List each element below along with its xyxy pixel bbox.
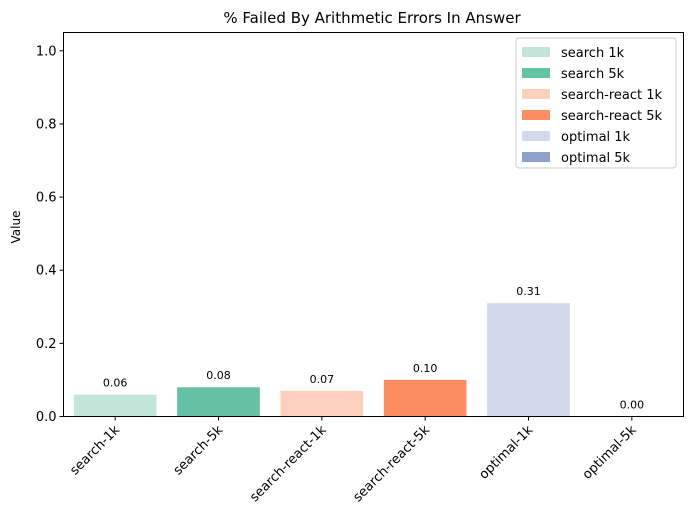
legend-swatch — [522, 89, 550, 99]
y-tick-label: 0.0 — [36, 410, 57, 425]
legend-swatch — [522, 131, 550, 141]
y-tick-label: 0.2 — [36, 337, 57, 352]
y-tick-label: 0.6 — [36, 191, 57, 206]
y-tick-label: 0.8 — [36, 117, 57, 132]
legend-swatch — [522, 68, 550, 78]
bar-optimal-1k — [487, 303, 570, 417]
data-label-search-5k: 0.08 — [206, 369, 231, 382]
legend-entry: optimal 1k — [561, 130, 631, 145]
bars-layer — [73, 303, 570, 417]
bar-search-react-5k — [383, 379, 467, 417]
legend-swatch — [522, 110, 550, 120]
data-label-optimal-1k: 0.31 — [516, 285, 541, 298]
x-axis-ticks: search-1k search-5k search-react-1k search-… — [67, 416, 640, 505]
legend-swatch — [522, 47, 550, 57]
x-tick-label: optimal-5k — [580, 422, 640, 482]
legend: search 1k search 5k search-react 1k search-… — [515, 37, 677, 169]
bar-search-5k — [177, 387, 260, 417]
y-tick-label: 1.0 — [36, 44, 57, 59]
y-tick-label: 0.4 — [36, 264, 57, 279]
bar-search-1k — [73, 394, 157, 417]
x-tick-label: search-react-1k — [247, 422, 330, 505]
bar-search-react-1k — [280, 390, 364, 417]
x-tick-label: optimal-1k — [476, 422, 536, 482]
x-tick-label: search-react-5k — [351, 422, 434, 505]
data-label-search-react-1k: 0.07 — [310, 373, 335, 386]
data-labels-layer: 0.06 0.08 0.07 0.10 0.31 0.00 — [103, 285, 644, 411]
x-tick-label: search-5k — [171, 422, 227, 478]
legend-entry: search-react 1k — [561, 88, 663, 103]
legend-entry: search 1k — [561, 46, 625, 61]
legend-box — [515, 37, 677, 169]
legend-entry: optimal 5k — [561, 151, 631, 166]
data-label-search-react-5k: 0.10 — [413, 362, 438, 375]
data-label-optimal-5k: 0.00 — [620, 399, 645, 412]
x-tick-label: search-1k — [67, 422, 123, 478]
legend-swatch — [522, 152, 550, 162]
plot-frame — [63, 32, 684, 417]
legend-entry: search-react 5k — [561, 109, 663, 124]
data-label-search-1k: 0.06 — [103, 377, 128, 390]
y-axis-ticks: 0.0 0.2 0.4 0.6 0.8 1.0 — [36, 44, 64, 425]
chart-title: % Failed By Arithmetic Errors In Answer — [223, 9, 521, 27]
y-axis-label: Value — [9, 211, 23, 244]
legend-entry: search 5k — [561, 67, 625, 82]
